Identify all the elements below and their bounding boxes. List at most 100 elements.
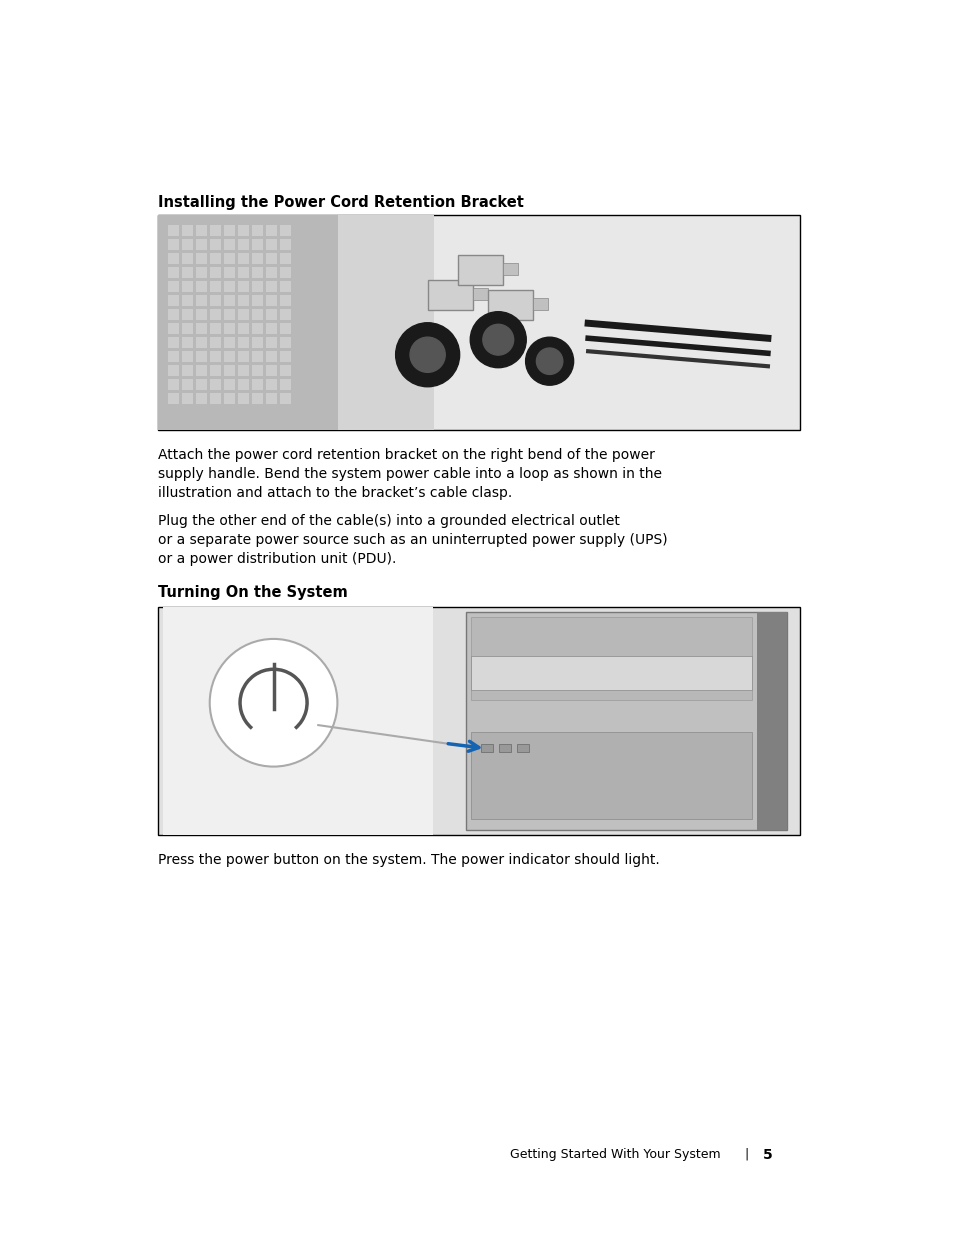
Circle shape xyxy=(210,638,337,767)
Bar xyxy=(252,379,263,390)
Bar xyxy=(252,324,263,333)
Bar xyxy=(266,393,276,404)
Text: 5: 5 xyxy=(762,1149,772,1162)
Bar xyxy=(252,309,263,320)
Bar xyxy=(280,351,291,362)
Bar xyxy=(280,295,291,306)
Bar xyxy=(168,267,179,278)
Bar xyxy=(195,351,207,362)
Bar xyxy=(237,393,249,404)
Bar xyxy=(210,379,221,390)
Bar xyxy=(224,324,234,333)
Bar xyxy=(168,282,179,291)
Bar xyxy=(266,295,276,306)
Bar xyxy=(182,379,193,390)
Bar xyxy=(266,282,276,291)
Bar xyxy=(471,656,751,690)
Bar xyxy=(480,743,493,752)
Bar xyxy=(237,295,249,306)
Bar xyxy=(210,324,221,333)
Bar xyxy=(252,366,263,375)
Bar xyxy=(280,282,291,291)
Bar xyxy=(266,253,276,264)
Bar xyxy=(182,393,193,404)
Bar xyxy=(498,743,511,752)
Bar xyxy=(252,351,263,362)
Bar xyxy=(168,379,179,390)
Circle shape xyxy=(536,348,562,374)
Bar xyxy=(168,295,179,306)
Bar xyxy=(168,324,179,333)
Text: Installing the Power Cord Retention Bracket: Installing the Power Cord Retention Brac… xyxy=(158,195,523,210)
Bar xyxy=(487,289,532,320)
Circle shape xyxy=(410,337,445,372)
Bar xyxy=(471,618,751,700)
Bar xyxy=(158,215,800,430)
Bar xyxy=(280,267,291,278)
Bar xyxy=(266,351,276,362)
Bar xyxy=(182,324,193,333)
Bar xyxy=(195,309,207,320)
Bar xyxy=(252,337,263,348)
Bar xyxy=(502,263,517,274)
Bar xyxy=(182,282,193,291)
Bar xyxy=(210,366,221,375)
Bar xyxy=(158,606,800,835)
Bar xyxy=(182,351,193,362)
Bar xyxy=(280,337,291,348)
Bar xyxy=(237,225,249,236)
Bar xyxy=(224,393,234,404)
Bar xyxy=(472,288,487,300)
Bar xyxy=(210,225,221,236)
Bar xyxy=(210,351,221,362)
Text: |: | xyxy=(743,1149,747,1161)
Bar xyxy=(224,253,234,264)
Bar xyxy=(237,309,249,320)
Circle shape xyxy=(482,325,513,356)
Bar xyxy=(195,393,207,404)
Bar xyxy=(266,240,276,249)
Bar xyxy=(182,295,193,306)
Bar xyxy=(237,366,249,375)
Bar xyxy=(266,366,276,375)
Bar xyxy=(195,253,207,264)
Bar xyxy=(195,295,207,306)
Bar xyxy=(224,309,234,320)
Text: Attach the power cord retention bracket on the right bend of the power
supply ha: Attach the power cord retention bracket … xyxy=(158,448,661,500)
Bar xyxy=(427,279,472,310)
Bar xyxy=(210,393,221,404)
Bar xyxy=(168,240,179,249)
Bar xyxy=(237,379,249,390)
Bar xyxy=(195,282,207,291)
Bar xyxy=(195,225,207,236)
Bar xyxy=(182,240,193,249)
Bar xyxy=(237,324,249,333)
Bar xyxy=(224,379,234,390)
Bar xyxy=(168,337,179,348)
Bar xyxy=(168,225,179,236)
Bar xyxy=(195,267,207,278)
Bar xyxy=(237,337,249,348)
Bar xyxy=(182,337,193,348)
Bar xyxy=(280,393,291,404)
Text: Plug the other end of the cable(s) into a grounded electrical outlet
or a separa: Plug the other end of the cable(s) into … xyxy=(158,514,667,566)
Bar xyxy=(237,267,249,278)
Bar xyxy=(337,215,434,430)
Bar xyxy=(210,240,221,249)
Bar xyxy=(252,295,263,306)
Bar xyxy=(182,253,193,264)
Bar xyxy=(280,309,291,320)
Bar xyxy=(252,225,263,236)
Bar xyxy=(252,253,263,264)
Bar xyxy=(280,324,291,333)
Bar xyxy=(266,225,276,236)
Bar xyxy=(266,379,276,390)
Circle shape xyxy=(525,337,573,385)
Bar xyxy=(266,324,276,333)
Bar xyxy=(266,337,276,348)
Bar xyxy=(224,295,234,306)
Text: Press the power button on the system. The power indicator should light.: Press the power button on the system. Th… xyxy=(158,853,659,867)
Bar xyxy=(237,282,249,291)
Bar xyxy=(280,379,291,390)
Bar xyxy=(168,351,179,362)
